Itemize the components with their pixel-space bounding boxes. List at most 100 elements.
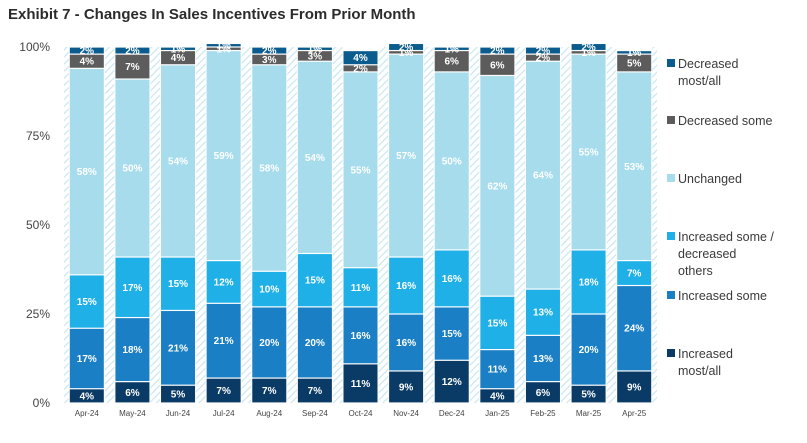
bar-segment xyxy=(206,261,241,303)
data-label: 5% xyxy=(627,59,642,70)
bar-segment xyxy=(389,371,424,403)
y-tick-label: 100% xyxy=(19,40,50,54)
bar-segment xyxy=(480,76,515,296)
data-label: 11% xyxy=(488,365,508,376)
bar-segment xyxy=(69,47,104,54)
bar-segment xyxy=(571,250,606,314)
data-label: 12% xyxy=(214,277,234,288)
bar-segment xyxy=(206,303,241,378)
bar-segment xyxy=(480,47,515,54)
legend-swatch xyxy=(667,349,675,357)
data-label: 4% xyxy=(80,391,95,402)
data-label: 3% xyxy=(308,51,323,62)
data-label: 13% xyxy=(533,308,553,319)
data-label: 62% xyxy=(487,181,507,192)
bar-segment xyxy=(69,275,104,328)
x-tick-label: Nov-24 xyxy=(393,409,419,418)
data-label: 2% xyxy=(399,43,414,54)
bar-segment xyxy=(343,65,378,72)
bar-segment xyxy=(252,54,287,65)
data-label: 58% xyxy=(77,167,97,178)
x-tick-label: Jan-25 xyxy=(485,409,510,418)
data-label: 50% xyxy=(442,156,462,167)
data-label: 18% xyxy=(122,345,142,356)
data-label: 1% xyxy=(216,41,231,52)
bar-segment xyxy=(206,44,241,47)
data-label: 6% xyxy=(536,388,551,399)
data-label: 17% xyxy=(77,354,97,365)
bar-segment xyxy=(297,307,332,378)
bar-segment xyxy=(161,47,196,50)
bar-segment xyxy=(69,54,104,68)
data-label: 13% xyxy=(533,354,553,365)
bar-segment xyxy=(161,65,196,257)
legend-swatch xyxy=(667,59,675,67)
y-tick-label: 50% xyxy=(26,218,50,232)
data-label: 59% xyxy=(214,151,234,162)
data-label: 50% xyxy=(122,164,142,175)
legend-label: Decreased xyxy=(678,57,738,71)
bar-segment xyxy=(115,47,150,54)
data-label: 1% xyxy=(399,48,414,59)
data-label: 53% xyxy=(624,162,644,173)
data-label: 12% xyxy=(442,377,462,388)
y-tick-label: 75% xyxy=(26,129,50,143)
data-label: 7% xyxy=(125,62,140,73)
data-label: 15% xyxy=(77,297,97,308)
data-label: 2% xyxy=(581,43,596,54)
data-label: 55% xyxy=(350,165,370,176)
data-label: 21% xyxy=(168,343,188,354)
data-label: 58% xyxy=(259,164,279,175)
bar-segment xyxy=(434,47,469,50)
legend-label: Increased some xyxy=(678,289,767,303)
bar-segment xyxy=(571,385,606,403)
x-tick-label: Apr-25 xyxy=(622,409,647,418)
bar-segment xyxy=(571,44,606,50)
bar-segment xyxy=(252,307,287,378)
x-tick-label: Oct-24 xyxy=(348,409,373,418)
bar-segment xyxy=(343,364,378,403)
data-label: 57% xyxy=(396,151,416,162)
legend-label: most/all xyxy=(678,74,721,88)
bar-segment xyxy=(525,61,560,289)
data-label: 15% xyxy=(442,329,462,340)
bar-segment xyxy=(617,261,652,285)
bar-segment xyxy=(434,360,469,403)
bar-segment xyxy=(389,51,424,54)
legend-label: decreased xyxy=(678,247,736,261)
data-label: 20% xyxy=(579,345,599,356)
bar-segment xyxy=(389,257,424,314)
bar-segment xyxy=(343,268,378,307)
data-label: 2% xyxy=(80,46,95,57)
data-label: 2% xyxy=(125,46,140,57)
bar-segment xyxy=(161,257,196,310)
data-label: 21% xyxy=(214,336,234,347)
bar-segment xyxy=(69,389,104,403)
x-tick-label: Sep-24 xyxy=(302,409,328,418)
bar-segment xyxy=(69,328,104,389)
data-label: 7% xyxy=(308,386,323,397)
bar-segment xyxy=(297,47,332,50)
data-label: 15% xyxy=(168,279,188,290)
data-label: 16% xyxy=(350,331,370,342)
data-label: 3% xyxy=(262,55,277,66)
data-label: 11% xyxy=(351,379,371,390)
plot-area: 0%25%50%75%100%4%17%15%58%4%2%Apr-246%18… xyxy=(19,40,657,418)
bar-segment xyxy=(115,257,150,317)
data-label: 4% xyxy=(171,53,186,64)
data-label: 2% xyxy=(536,53,551,64)
data-label: 16% xyxy=(442,274,462,285)
bar-segment xyxy=(115,382,150,403)
bar-segment xyxy=(206,47,241,50)
bar-segment xyxy=(69,68,104,275)
bar-segment xyxy=(389,54,424,257)
bar-segment xyxy=(525,47,560,54)
bar-segment xyxy=(115,54,150,79)
legend-swatch xyxy=(667,174,675,182)
data-label: 2% xyxy=(262,46,277,57)
data-label: 18% xyxy=(579,277,599,288)
bar-segment xyxy=(161,51,196,65)
bar-segment xyxy=(480,389,515,403)
data-label: 1% xyxy=(445,44,460,55)
